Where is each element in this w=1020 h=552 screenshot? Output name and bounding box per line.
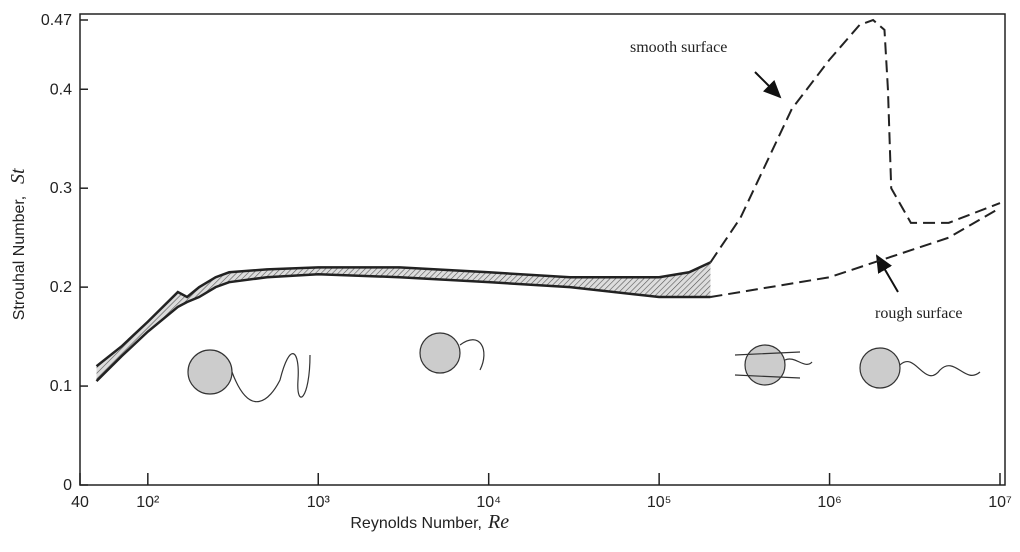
annotation: smooth surface	[630, 39, 727, 56]
x-axis-symbol: Re	[487, 511, 509, 533]
x-axis-label: Reynolds Number,	[350, 515, 482, 532]
x-tick-label: 10⁶	[817, 494, 841, 511]
flow-sketches	[188, 333, 980, 402]
plot-frame	[80, 14, 1005, 485]
series-line	[710, 20, 1000, 262]
chart: smooth surface rough surface Reynolds Nu…	[0, 0, 1020, 547]
y-tick-label: 0	[63, 477, 72, 494]
x-tick-label: 40	[71, 494, 89, 511]
y-tick-label: 0.4	[50, 81, 72, 98]
band-area	[97, 262, 711, 381]
y-tick-label: 0.1	[50, 378, 72, 395]
x-tick-label: 10⁴	[476, 494, 501, 511]
y-tick-label: 0.2	[50, 279, 72, 296]
annotation-arrow	[755, 72, 780, 97]
annotation: rough surface	[875, 305, 963, 322]
x-tick-label: 10²	[136, 494, 160, 511]
x-tick-label: 10⁵	[647, 494, 671, 511]
y-axis-label-group: Strouhal Number, St	[7, 168, 29, 320]
x-tick-label: 10³	[307, 494, 331, 511]
series-line	[710, 208, 1000, 297]
y-axis-symbol: St	[7, 168, 29, 184]
y-axis-label: Strouhal Number,	[11, 196, 28, 321]
y-tick-label: 0.3	[50, 180, 72, 197]
y-tick-label: 0.47	[41, 12, 72, 29]
x-tick-label: 10⁷	[988, 494, 1012, 511]
